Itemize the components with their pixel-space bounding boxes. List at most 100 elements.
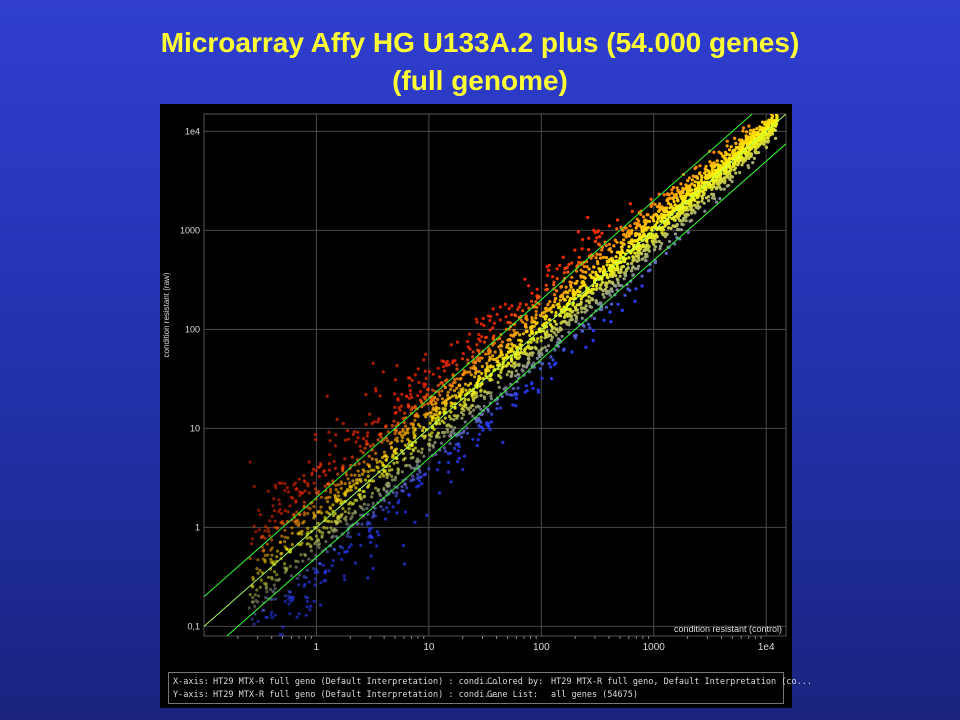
data-point (257, 528, 262, 532)
data-point (462, 371, 467, 375)
data-point (747, 137, 751, 141)
data-point (736, 162, 740, 166)
data-point (304, 613, 308, 617)
data-point (652, 213, 656, 217)
data-point (553, 297, 557, 301)
data-point (440, 397, 444, 401)
data-point (477, 424, 481, 428)
data-point (588, 326, 592, 330)
data-point (484, 336, 488, 340)
data-point (480, 335, 484, 339)
data-point (416, 473, 420, 477)
data-point (334, 483, 338, 487)
data-point (359, 477, 363, 482)
data-point (427, 370, 432, 374)
data-point (741, 144, 745, 148)
data-point (549, 355, 553, 359)
data-point (492, 321, 496, 325)
data-point (268, 534, 272, 538)
data-point (672, 199, 676, 204)
data-point (332, 547, 336, 551)
data-point (616, 218, 620, 222)
data-point (567, 262, 571, 267)
data-point (696, 182, 701, 186)
data-point (378, 475, 382, 479)
data-point (309, 549, 313, 553)
data-point (517, 305, 521, 309)
data-point (610, 250, 614, 254)
data-point (368, 412, 372, 416)
data-point (728, 153, 732, 157)
data-point (313, 542, 317, 546)
data-point (302, 504, 306, 508)
data-point (337, 494, 341, 498)
data-point (443, 385, 447, 390)
data-point (354, 481, 358, 485)
data-point (431, 443, 435, 448)
data-point (573, 248, 577, 252)
data-point (553, 348, 557, 352)
data-point (521, 332, 525, 336)
data-point (534, 316, 538, 320)
data-point (300, 541, 304, 545)
data-point (576, 311, 580, 315)
data-point (671, 185, 676, 190)
data-point (324, 496, 328, 500)
data-point (670, 191, 674, 195)
data-point (630, 228, 634, 233)
data-point (587, 267, 591, 271)
data-point (345, 522, 349, 526)
data-point (446, 393, 450, 397)
data-point (647, 219, 652, 223)
data-point (390, 478, 395, 482)
data-point (697, 172, 702, 176)
data-point (497, 385, 501, 389)
data-point (308, 608, 312, 612)
data-point (741, 157, 745, 161)
data-point (491, 365, 495, 369)
data-point (312, 516, 316, 520)
data-point (690, 182, 694, 186)
data-point (688, 184, 692, 188)
data-point (566, 270, 570, 274)
data-point (353, 561, 358, 565)
data-point (327, 530, 331, 534)
data-point (523, 390, 527, 394)
data-point (337, 483, 341, 487)
data-point (263, 529, 267, 533)
data-point (554, 311, 558, 315)
data-point (451, 402, 455, 406)
data-point (513, 331, 517, 335)
data-point (674, 214, 678, 218)
data-point (367, 483, 371, 487)
data-point (457, 456, 461, 460)
data-point (624, 226, 628, 230)
data-point (445, 427, 449, 431)
data-point (594, 287, 599, 291)
data-point (604, 305, 608, 309)
data-point (493, 350, 497, 354)
data-point (331, 559, 336, 563)
data-point (717, 165, 721, 169)
data-point (400, 439, 404, 443)
data-point (261, 557, 265, 561)
data-point (353, 473, 357, 477)
data-point (676, 208, 680, 212)
data-point (444, 449, 448, 453)
data-point (333, 512, 337, 516)
data-point (627, 256, 631, 260)
data-point (314, 568, 318, 572)
data-point (337, 551, 341, 556)
data-point (641, 230, 645, 234)
data-point (531, 386, 535, 390)
y-axis-info-label: Y-axis: (173, 690, 209, 700)
data-point (252, 622, 256, 626)
data-point (327, 482, 331, 486)
fold-change-line (204, 114, 753, 597)
data-point (416, 394, 420, 398)
data-point (287, 594, 291, 598)
data-point (667, 213, 671, 217)
data-point (455, 367, 459, 371)
data-point (734, 145, 738, 149)
gene-list-info: Gene List: all genes (54675) (487, 690, 638, 700)
